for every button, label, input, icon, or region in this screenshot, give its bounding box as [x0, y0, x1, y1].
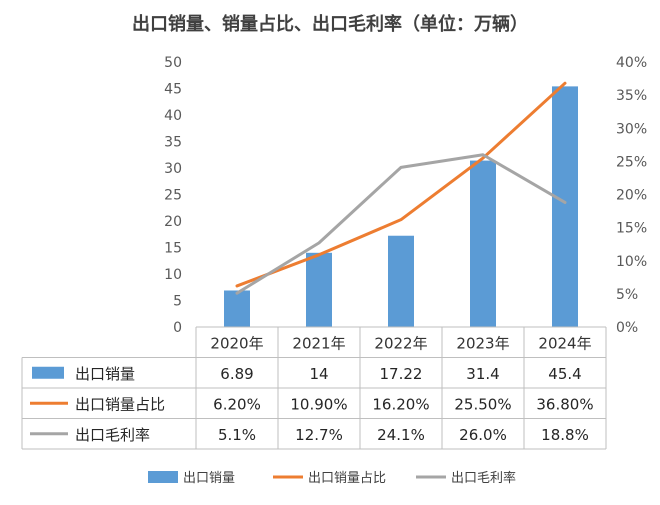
x-category-label: 2021年	[292, 334, 345, 352]
bar-2022年	[388, 235, 414, 327]
bar-2023年	[470, 160, 496, 327]
x-category-label: 2020年	[210, 334, 263, 352]
y-right-tick-label: 40%	[616, 55, 647, 71]
y-right-tick-label: 30%	[616, 121, 647, 137]
bar-2021年	[306, 252, 332, 327]
y-left-tick-label: 30	[164, 161, 182, 177]
y-left-tick-label: 20	[164, 214, 182, 230]
table-series-name: 出口毛利率	[75, 426, 150, 444]
table-cell: 18.8%	[541, 426, 589, 444]
y-right-tick-label: 15%	[616, 221, 647, 237]
y-left-tick-label: 0	[173, 320, 182, 336]
y-left-tick-label: 50	[164, 55, 182, 71]
line-出口销量占比	[235, 81, 567, 288]
table-cell: 6.20%	[213, 395, 261, 413]
y-left-tick-label: 5	[173, 294, 182, 310]
table-cell: 17.22	[380, 365, 423, 383]
table-cell: 10.90%	[290, 395, 347, 413]
table-cell: 26.0%	[459, 426, 507, 444]
table-cell: 14	[309, 365, 328, 383]
table-cell: 16.20%	[372, 395, 429, 413]
legend-key-出口销量	[148, 471, 178, 483]
y-right-tick-label: 5%	[616, 287, 638, 303]
bar-2020年	[224, 290, 250, 327]
line-出口毛利率	[235, 153, 567, 295]
table-series-name: 出口销量占比	[75, 395, 165, 413]
legend: 出口销量 出口销量占比 出口毛利率	[148, 470, 516, 486]
chart-axes: 0 5 10 15 20 25 30 35 40 45 50 0% 5% 10% 15% 20% 25% 30% 3…	[164, 55, 647, 336]
x-category-label: 2024年	[538, 334, 591, 352]
y-left-tick-label: 10	[164, 267, 182, 283]
legend-label: 出口销量占比	[308, 471, 386, 486]
y-right-tick-label: 20%	[616, 188, 647, 204]
y-left-tick-label: 35	[164, 135, 182, 151]
table-cell: 5.1%	[218, 426, 256, 444]
table-cell: 12.7%	[295, 426, 343, 444]
y-right-tick-label: 25%	[616, 154, 647, 170]
y-left-tick-label: 45	[164, 82, 182, 98]
x-category-label: 2023年	[456, 334, 509, 352]
table-cell: 31.4	[466, 365, 499, 383]
legend-label: 出口毛利率	[451, 470, 516, 486]
y-right-tick-label: 35%	[616, 88, 647, 104]
bar-2024年	[552, 86, 578, 327]
table-cell: 36.80%	[536, 395, 593, 413]
line-series	[235, 81, 567, 295]
y-left-tick-label: 40	[164, 108, 182, 124]
bar-series	[224, 86, 578, 327]
table-cell: 25.50%	[454, 395, 511, 413]
table-cell: 24.1%	[377, 426, 425, 444]
legend-label: 出口销量	[183, 471, 235, 486]
table-series-name: 出口销量	[75, 365, 135, 383]
y-left-tick-label: 25	[164, 188, 182, 204]
table-cell: 45.4	[548, 365, 581, 383]
y-left-tick-label: 15	[164, 241, 182, 257]
y-right-tick-label: 0%	[616, 320, 638, 336]
y-right-tick-label: 10%	[616, 254, 647, 270]
table-cell: 6.89	[220, 365, 253, 383]
table-key-出口销量	[32, 366, 64, 379]
chart-title: 出口销量、销量占比、出口毛利率（单位：万辆）	[132, 13, 528, 35]
x-category-label: 2022年	[374, 334, 427, 352]
